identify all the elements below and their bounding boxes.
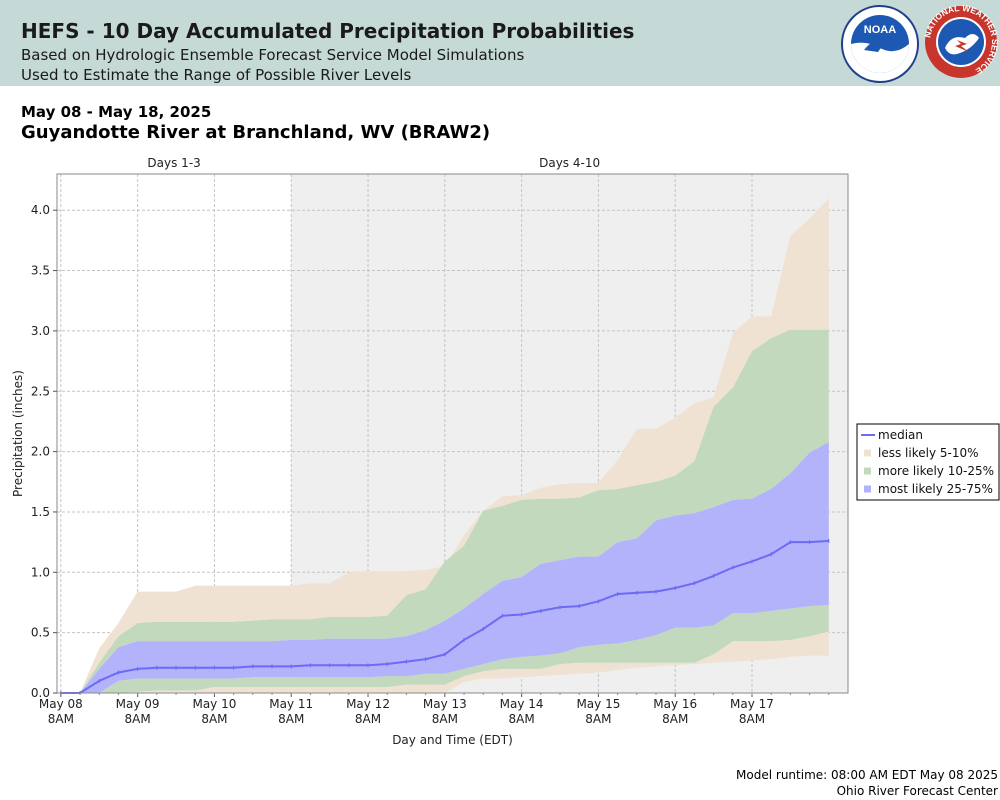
x-tick-label: May 11 <box>269 697 313 711</box>
x-tick-label: 8AM <box>278 712 304 726</box>
page-title: HEFS - 10 Day Accumulated Precipitation … <box>21 19 635 43</box>
band-label-days-4-10: Days 4-10 <box>539 156 600 170</box>
page-subtitle-1: Based on Hydrologic Ensemble Forecast Se… <box>21 46 525 64</box>
x-tick-label: 8AM <box>48 712 74 726</box>
header-band <box>0 0 1000 86</box>
x-tick-label: 8AM <box>355 712 381 726</box>
noaa-logo: NOAA <box>841 5 919 83</box>
band-10-25-lower <box>60 604 829 693</box>
y-tick-label: 1.5 <box>31 505 50 519</box>
band-25-75 <box>60 441 829 693</box>
model-runtime: Model runtime: 08:00 AM EDT May 08 2025 <box>736 768 998 782</box>
y-tick-label: 0.0 <box>31 686 50 700</box>
y-tick-label: 0.5 <box>31 626 50 640</box>
x-axis-title: Day and Time (EDT) <box>392 733 513 747</box>
y-tick-label: 3.0 <box>31 324 50 338</box>
y-tick-label: 3.5 <box>31 264 50 278</box>
x-tick-label: 8AM <box>432 712 458 726</box>
legend-swatch <box>864 467 871 475</box>
x-tick-label: May 15 <box>576 697 620 711</box>
band-10-25-upper <box>60 329 829 693</box>
legend-swatch <box>864 485 871 493</box>
x-tick-label: May 13 <box>423 697 467 711</box>
x-tick-label: 8AM <box>509 712 535 726</box>
x-tick-label: May 14 <box>500 697 544 711</box>
legend-label: median <box>878 428 923 442</box>
noaa-logo-text: NOAA <box>864 24 896 36</box>
y-axis-title: Precipitation (inches) <box>11 370 25 497</box>
date-range: May 08 - May 18, 2025 <box>21 103 212 121</box>
x-tick-label: May 10 <box>192 697 236 711</box>
x-tick-label: 8AM <box>739 712 765 726</box>
y-tick-label: 4.0 <box>31 203 50 217</box>
legend-box <box>856 423 1000 501</box>
band-label-days-1-3: Days 1-3 <box>147 156 200 170</box>
legend-label: most likely 25-75% <box>878 482 993 496</box>
legend-label: less likely 5-10% <box>878 446 979 460</box>
page-subtitle-2: Used to Estimate the Range of Possible R… <box>21 66 412 84</box>
x-tick-label: 8AM <box>201 712 227 726</box>
x-tick-label: May 16 <box>653 697 697 711</box>
x-tick-label: May 09 <box>116 697 160 711</box>
y-tick-label: 1.0 <box>31 565 50 579</box>
x-tick-label: 8AM <box>585 712 611 726</box>
nws-logo: NATIONAL WEATHER SERVICE <box>923 4 999 78</box>
forecast-center: Ohio River Forecast Center <box>836 784 998 798</box>
x-tick-label: 8AM <box>125 712 151 726</box>
legend-swatch <box>864 449 871 457</box>
x-tick-label: May 12 <box>346 697 390 711</box>
x-tick-label: May 17 <box>730 697 774 711</box>
station-title: Guyandotte River at Branchland, WV (BRAW… <box>21 122 491 143</box>
x-tick-label: May 08 <box>39 697 83 711</box>
y-tick-label: 2.5 <box>31 384 50 398</box>
x-tick-label: 8AM <box>662 712 688 726</box>
legend-label: more likely 10-25% <box>878 464 994 478</box>
plot-border <box>56 173 849 694</box>
band-5-10-upper <box>60 198 829 693</box>
y-tick-label: 2.0 <box>31 445 50 459</box>
